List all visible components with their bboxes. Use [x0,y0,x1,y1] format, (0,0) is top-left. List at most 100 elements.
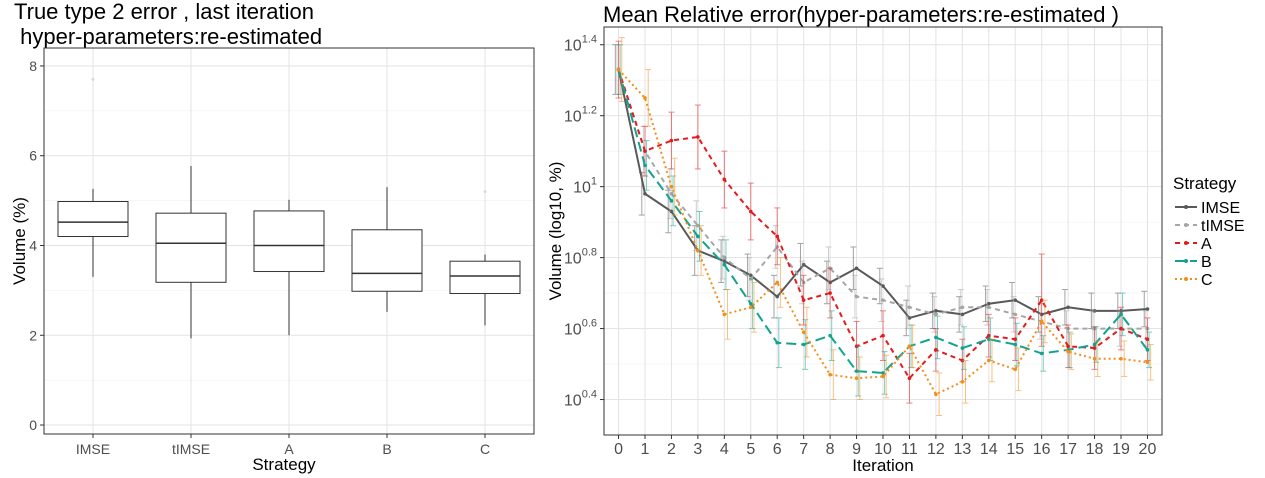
series-point [801,298,806,302]
series-point [748,209,753,214]
series-point [775,340,780,345]
line-x-tick-label: 12 [927,441,945,458]
series-point [1013,312,1018,317]
box-body [351,229,423,292]
boxplot-title-line-1: True type 2 error , last iteration [14,0,314,24]
series-line [617,69,1149,374]
legend-item-C: C [1175,272,1213,289]
series-point [696,135,700,139]
line-x-tick-label: 19 [1112,441,1130,458]
line-x-ticks: 0 1 2 3 4 5 6 7 8 9 10 11 12 13 14 15 16 17 18 19 20 [614,435,1156,458]
error-bar [830,349,837,401]
series-point [907,316,912,320]
series-point [907,376,912,381]
series-point [801,262,806,267]
series-point [960,358,965,363]
error-bar [883,354,890,399]
series-point [854,294,859,299]
line-x-tick-label: 17 [1059,441,1077,458]
boxplot-x-axis-label: Strategy [252,455,316,474]
line-x-tick-label: 9 [852,441,861,458]
series-point [1013,367,1018,372]
box-C [449,190,521,326]
series-point [934,312,938,317]
series-point [854,266,859,271]
line-y-tick-base: 10 [564,38,582,55]
series-point [1145,348,1150,352]
boxplot-y-tick-label: 2 [29,327,37,343]
line-x-tick-label: 11 [901,441,918,458]
line-y-tick-exponent: 1.2 [582,105,597,117]
line-x-tick-label: 2 [667,441,676,458]
series-point [934,335,938,340]
series-point [669,138,674,143]
line-y-tick-base: 10 [564,322,582,339]
series-line [617,68,1148,396]
series-point [1039,319,1044,324]
error-bar [1147,344,1154,381]
line-y-tick-exponent: 1.4 [582,34,597,46]
line-y-tick-label: 101.2 [564,105,597,126]
error-bar [777,257,784,308]
series-point [643,191,647,196]
line-x-tick-label: 10 [874,441,892,458]
line-y-tick-label: 101.4 [564,34,597,55]
series-point [907,305,912,310]
box-B [351,187,423,312]
line-y-tick-base: 10 [564,109,582,126]
error-bar [1015,347,1022,392]
boxplot-y-tick-label: 8 [29,58,37,74]
series-tIMSE [613,44,1150,347]
line-x-tick-label: 18 [1086,441,1104,458]
series-point [1092,346,1097,350]
series-point [775,280,780,285]
line-x-tick-label: 16 [1033,441,1051,458]
box-tIMSE [155,166,227,339]
error-bar [856,356,863,401]
series-point [934,392,938,397]
box-body [155,212,227,283]
box-outlier [91,77,95,81]
line-y-tick-exponent: 0.4 [582,389,597,401]
series-point [934,348,938,352]
series-point [828,333,832,338]
series-point [828,291,832,295]
legend-item-label: tIMSE [1201,218,1245,235]
series-point [722,177,727,182]
legend-item-label: A [1201,236,1212,253]
boxplot-x-tick-label: C [480,441,490,457]
line-y-tick-base: 10 [564,393,582,410]
series-point [881,374,885,379]
series-point [828,372,832,377]
line-x-tick-label: 0 [614,441,623,458]
series-point [960,346,965,350]
line-x-tick-label: 5 [746,441,755,458]
series-point [748,301,753,306]
box-body [253,210,325,273]
error-bar [698,225,705,276]
boxplot-x-ticks: IMSE tIMSE A B C [76,434,490,457]
boxplot-y-tick-label: 4 [29,237,37,253]
series-point [696,248,700,253]
box-outlier [483,190,487,194]
box-body [449,260,521,295]
series-point [801,330,806,334]
line-y-tick-label: 101 [573,176,597,197]
line-y-tick-label: 100.4 [564,389,597,410]
series-B [616,44,1153,397]
series-point [696,234,700,239]
series-point [1039,298,1044,302]
boxplot-x-tick-label: B [382,441,391,457]
boxplot-x-tick-label: IMSE [76,441,110,457]
legend-item-label: C [1201,272,1213,289]
series-point [1039,351,1044,356]
series-point [960,312,965,317]
series-point [1145,360,1150,365]
legend-key-point [1184,241,1188,245]
series-point [934,309,938,313]
series-point [881,298,885,302]
series-point [643,96,647,100]
